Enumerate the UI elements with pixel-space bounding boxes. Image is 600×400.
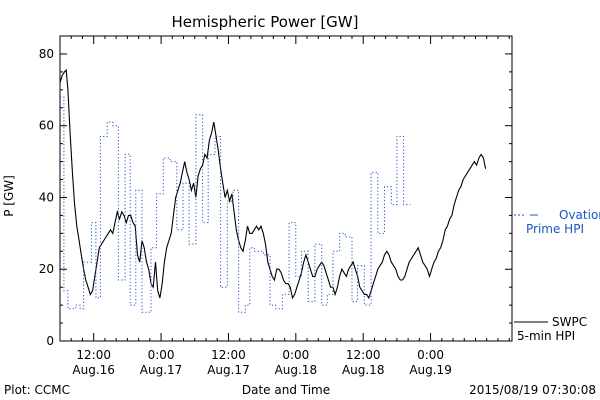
x-tick-label-time: 0:00: [148, 348, 175, 362]
x-tick-label-date: Aug.18: [275, 363, 318, 377]
y-tick-label: 20: [39, 262, 54, 276]
x-tick-label-time: 0:00: [417, 348, 444, 362]
x-tick-label-time: 0:00: [282, 348, 309, 362]
legend-swpc-label: SWPC: [552, 315, 587, 329]
series-swpc-line: [59, 68, 487, 300]
x-tick-label-time: 12:00: [346, 348, 381, 362]
plot-area: [59, 35, 513, 342]
y-tick-label: 40: [39, 190, 54, 204]
timestamp: 2015/08/19 07:30:08: [469, 383, 596, 397]
y-tick-label: 80: [39, 47, 54, 61]
x-axis: 12:00Aug.160:00Aug.1712:00Aug.170:00Aug.…: [59, 36, 510, 377]
series-ovation-prime-line: [60, 96, 411, 313]
x-tick-label-time: 12:00: [76, 348, 111, 362]
legend: Ovation Prime HPI SWPC 5-min HPI: [514, 208, 600, 343]
x-tick-label-date: Aug.17: [140, 363, 183, 377]
series-layer: [59, 68, 487, 313]
plot-frame: [59, 35, 513, 342]
legend-swpc-label-2: 5-min HPI: [517, 329, 575, 343]
y-axis: 0 20 40 60 80: [39, 35, 512, 348]
x-tick-label-date: Aug.18: [342, 363, 385, 377]
y-axis-label: P [GW]: [2, 175, 16, 217]
y-tick-label: 0: [46, 334, 54, 348]
plot-credit: Plot: CCMC: [4, 383, 70, 397]
x-tick-label-date: Aug.16: [72, 363, 115, 377]
legend-ovation-label-2: Prime HPI: [526, 222, 584, 236]
chart-title: Hemispheric Power [GW]: [172, 13, 359, 31]
y-tick-label: 60: [39, 119, 54, 133]
x-axis-label: Date and Time: [242, 383, 330, 397]
x-tick-label-date: Aug.19: [409, 363, 452, 377]
x-tick-label-date: Aug.17: [207, 363, 250, 377]
legend-ovation-label: Ovation: [559, 208, 600, 222]
x-tick-label-time: 12:00: [211, 348, 246, 362]
